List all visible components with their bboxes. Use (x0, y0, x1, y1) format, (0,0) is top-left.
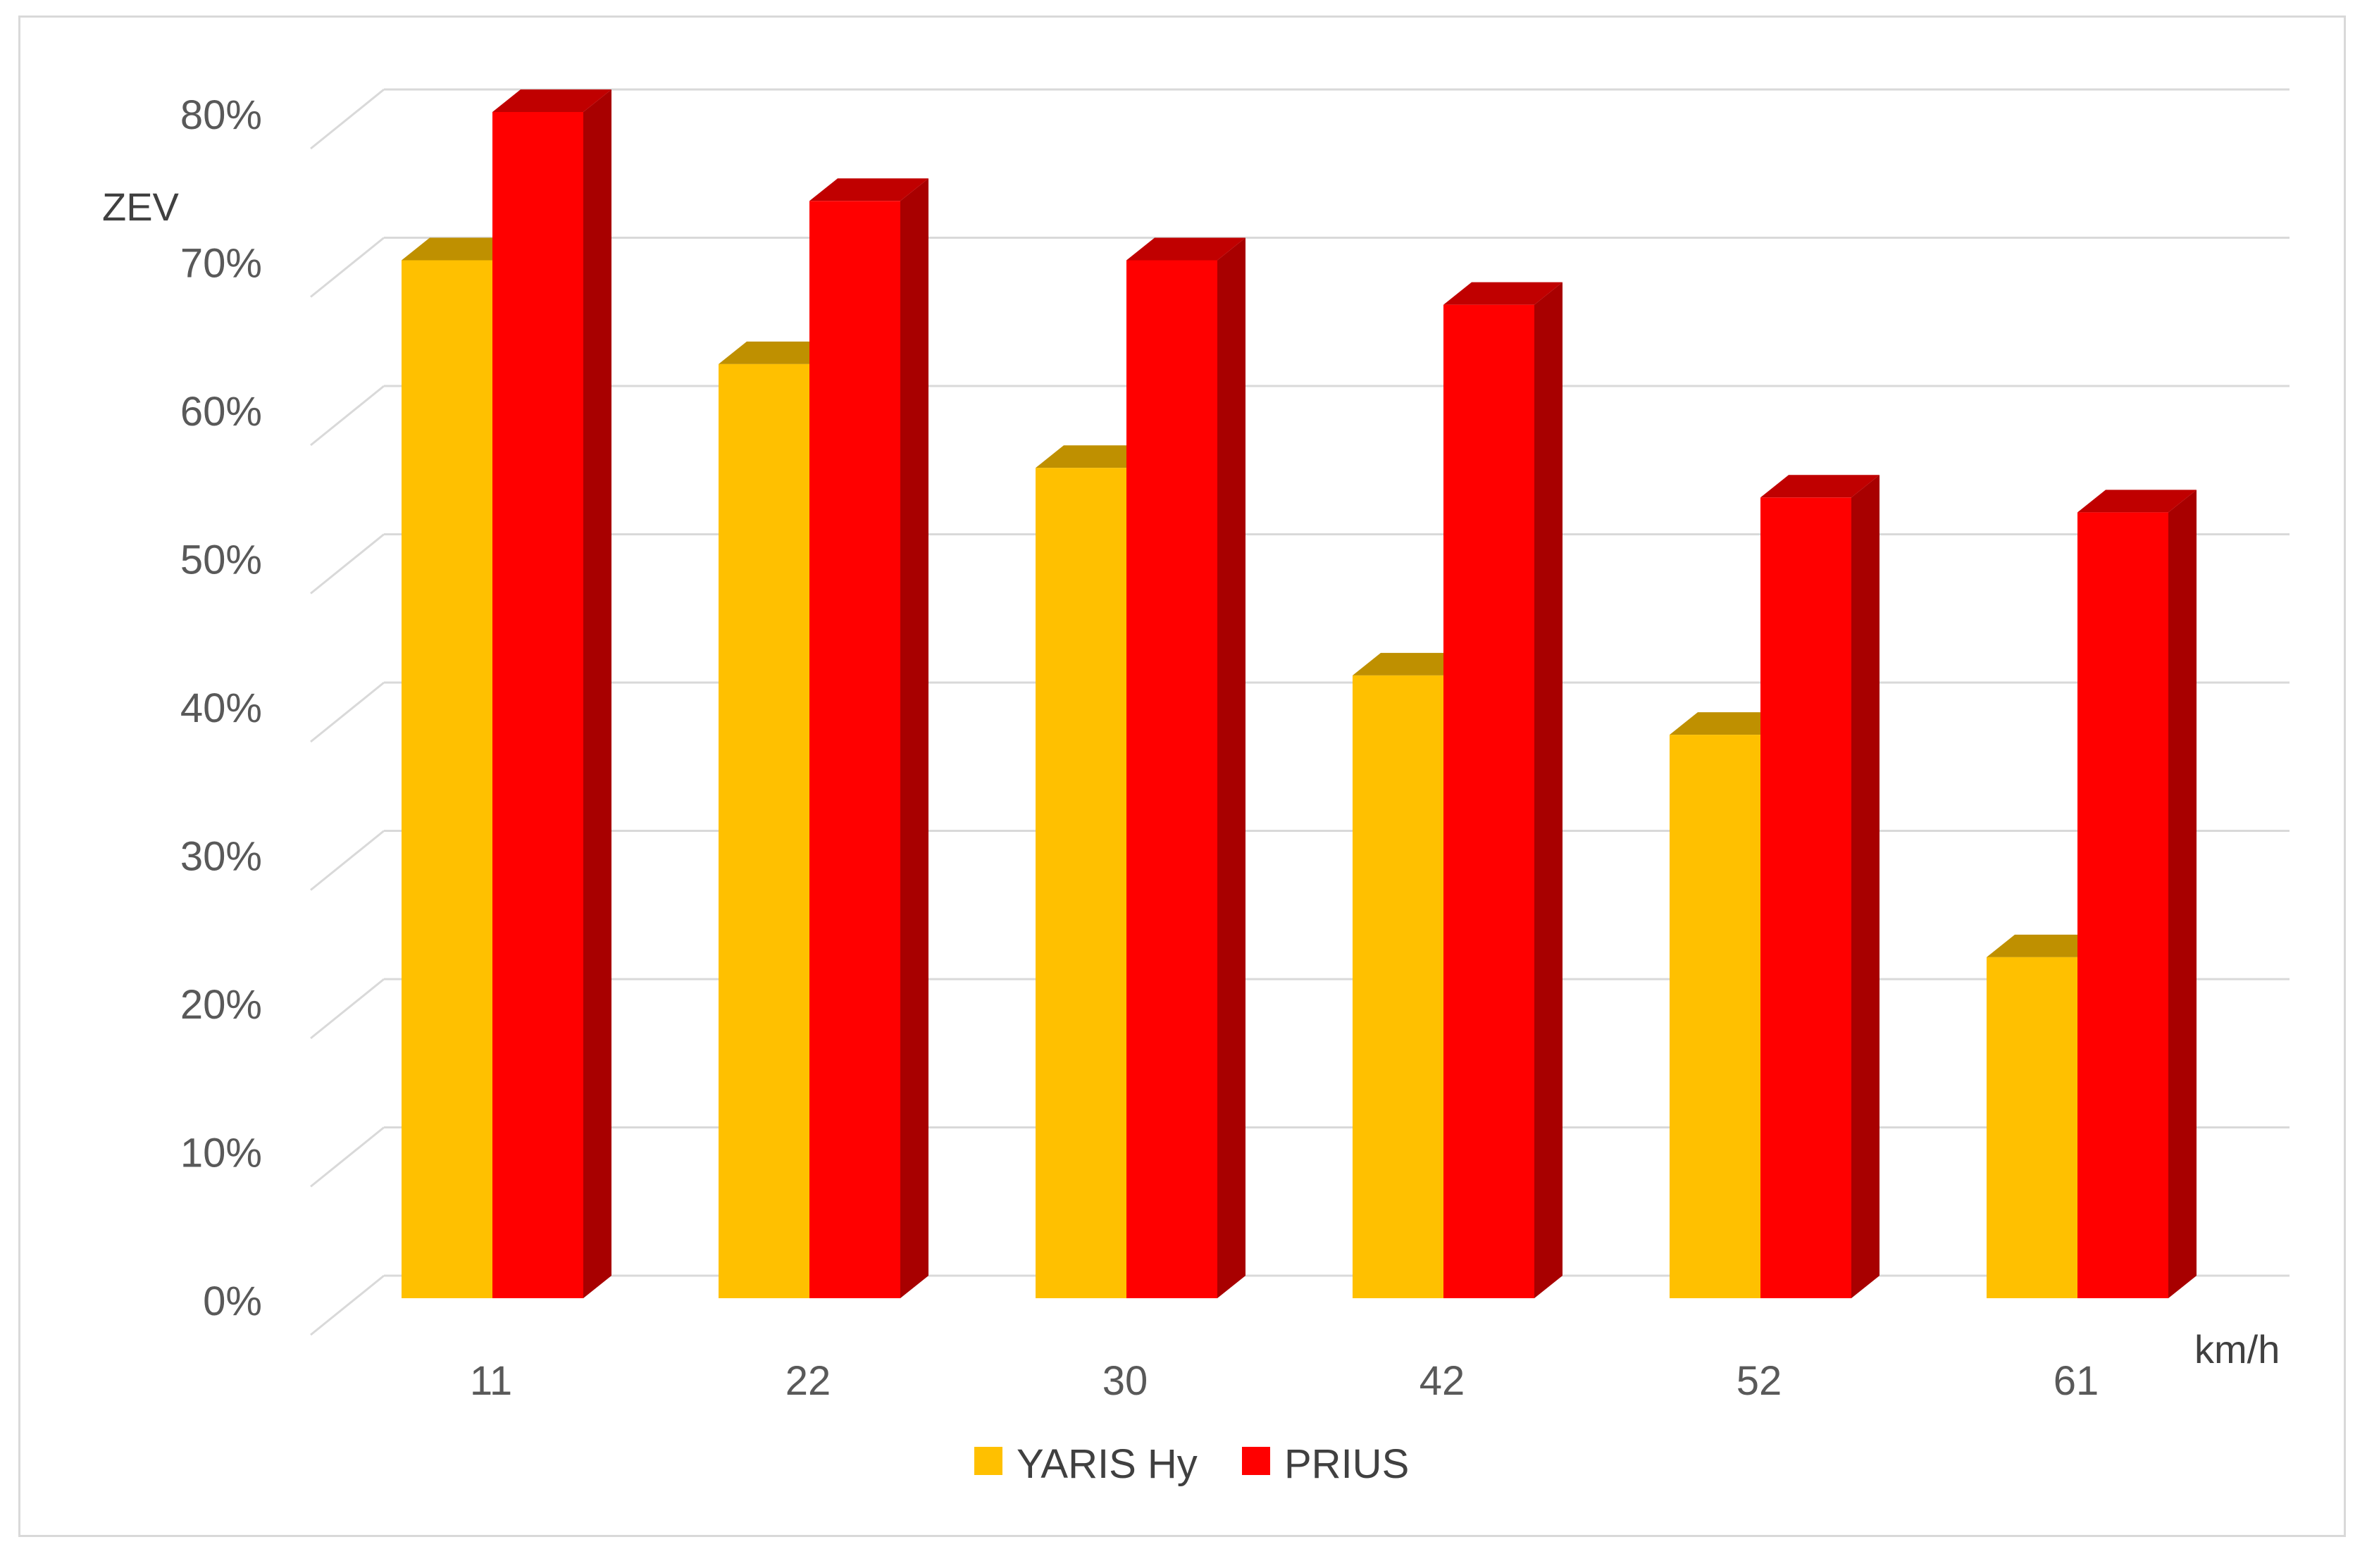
y-axis-label: ZEV (102, 185, 180, 229)
bar (1036, 468, 1126, 1299)
bars (402, 89, 2197, 1299)
y-tick-label: 40% (180, 685, 262, 731)
y-axis-ticks: 0% 10% 20% 30% 40% 50% 60% 70% 80% (180, 92, 262, 1324)
legend-swatch (1242, 1447, 1270, 1475)
x-axis-label: km/h (2194, 1327, 2280, 1371)
gridline-diagonal (310, 1126, 385, 1188)
gridline-diagonal (310, 385, 385, 447)
x-tick-label: 61 (2054, 1358, 2099, 1404)
bar (2077, 512, 2168, 1298)
bar-side (900, 178, 928, 1298)
bar-side (1534, 282, 1563, 1298)
bar-top (1126, 237, 1245, 261)
bar-top (2077, 490, 2197, 513)
bar-side (2168, 490, 2197, 1298)
bar-top (1670, 712, 1789, 735)
bar (492, 112, 583, 1298)
y-tick-label: 10% (180, 1131, 262, 1176)
bar-top (492, 89, 611, 112)
bar-side (1217, 237, 1245, 1298)
x-tick-label: 11 (470, 1358, 512, 1404)
gridline-diagonal (310, 681, 385, 743)
bar-top (402, 237, 521, 261)
gridline-diagonal (310, 978, 385, 1040)
bar-top (1987, 934, 2106, 957)
bar-side (1851, 475, 1880, 1298)
y-tick-label: 70% (180, 241, 262, 287)
y-tick-label: 30% (180, 834, 262, 880)
y-tick-label: 80% (180, 92, 262, 138)
legend-swatch (974, 1447, 1002, 1475)
bar-top (1760, 475, 1880, 498)
gridline-diagonal (310, 1274, 385, 1336)
gridline-diagonal (310, 88, 385, 150)
bar-top (719, 341, 838, 364)
y-tick-label: 50% (180, 537, 262, 583)
bar-top (1036, 445, 1155, 468)
bar (1443, 304, 1534, 1298)
bar (1126, 260, 1217, 1298)
bar-top (809, 178, 928, 201)
bar (1760, 497, 1851, 1298)
gridline-diagonal (310, 237, 385, 298)
bar-side (583, 89, 611, 1298)
bar (1987, 957, 2077, 1298)
x-tick-label: 52 (1737, 1358, 1782, 1404)
y-tick-label: 0% (203, 1278, 262, 1324)
x-tick-label: 22 (785, 1358, 831, 1404)
x-tick-label: 30 (1102, 1358, 1148, 1404)
legend-label: YARIS Hy (1017, 1441, 1198, 1487)
bar (809, 201, 900, 1298)
bar-top (1443, 282, 1563, 305)
bar-top (1353, 652, 1472, 676)
bar (719, 363, 809, 1298)
x-tick-label: 42 (1419, 1358, 1465, 1404)
legend: YARIS Hy PRIUS (974, 1441, 1409, 1487)
y-tick-label: 60% (180, 389, 262, 435)
gridline-diagonal (310, 533, 385, 595)
bar (1670, 735, 1760, 1298)
gridlines (310, 88, 2290, 1336)
legend-label: PRIUS (1284, 1441, 1409, 1487)
gridline-diagonal (310, 830, 385, 891)
x-axis-ticks: 11 22 30 42 52 61 (470, 1358, 2099, 1404)
bar (402, 260, 492, 1298)
y-tick-label: 20% (180, 982, 262, 1028)
bar (1353, 675, 1443, 1298)
